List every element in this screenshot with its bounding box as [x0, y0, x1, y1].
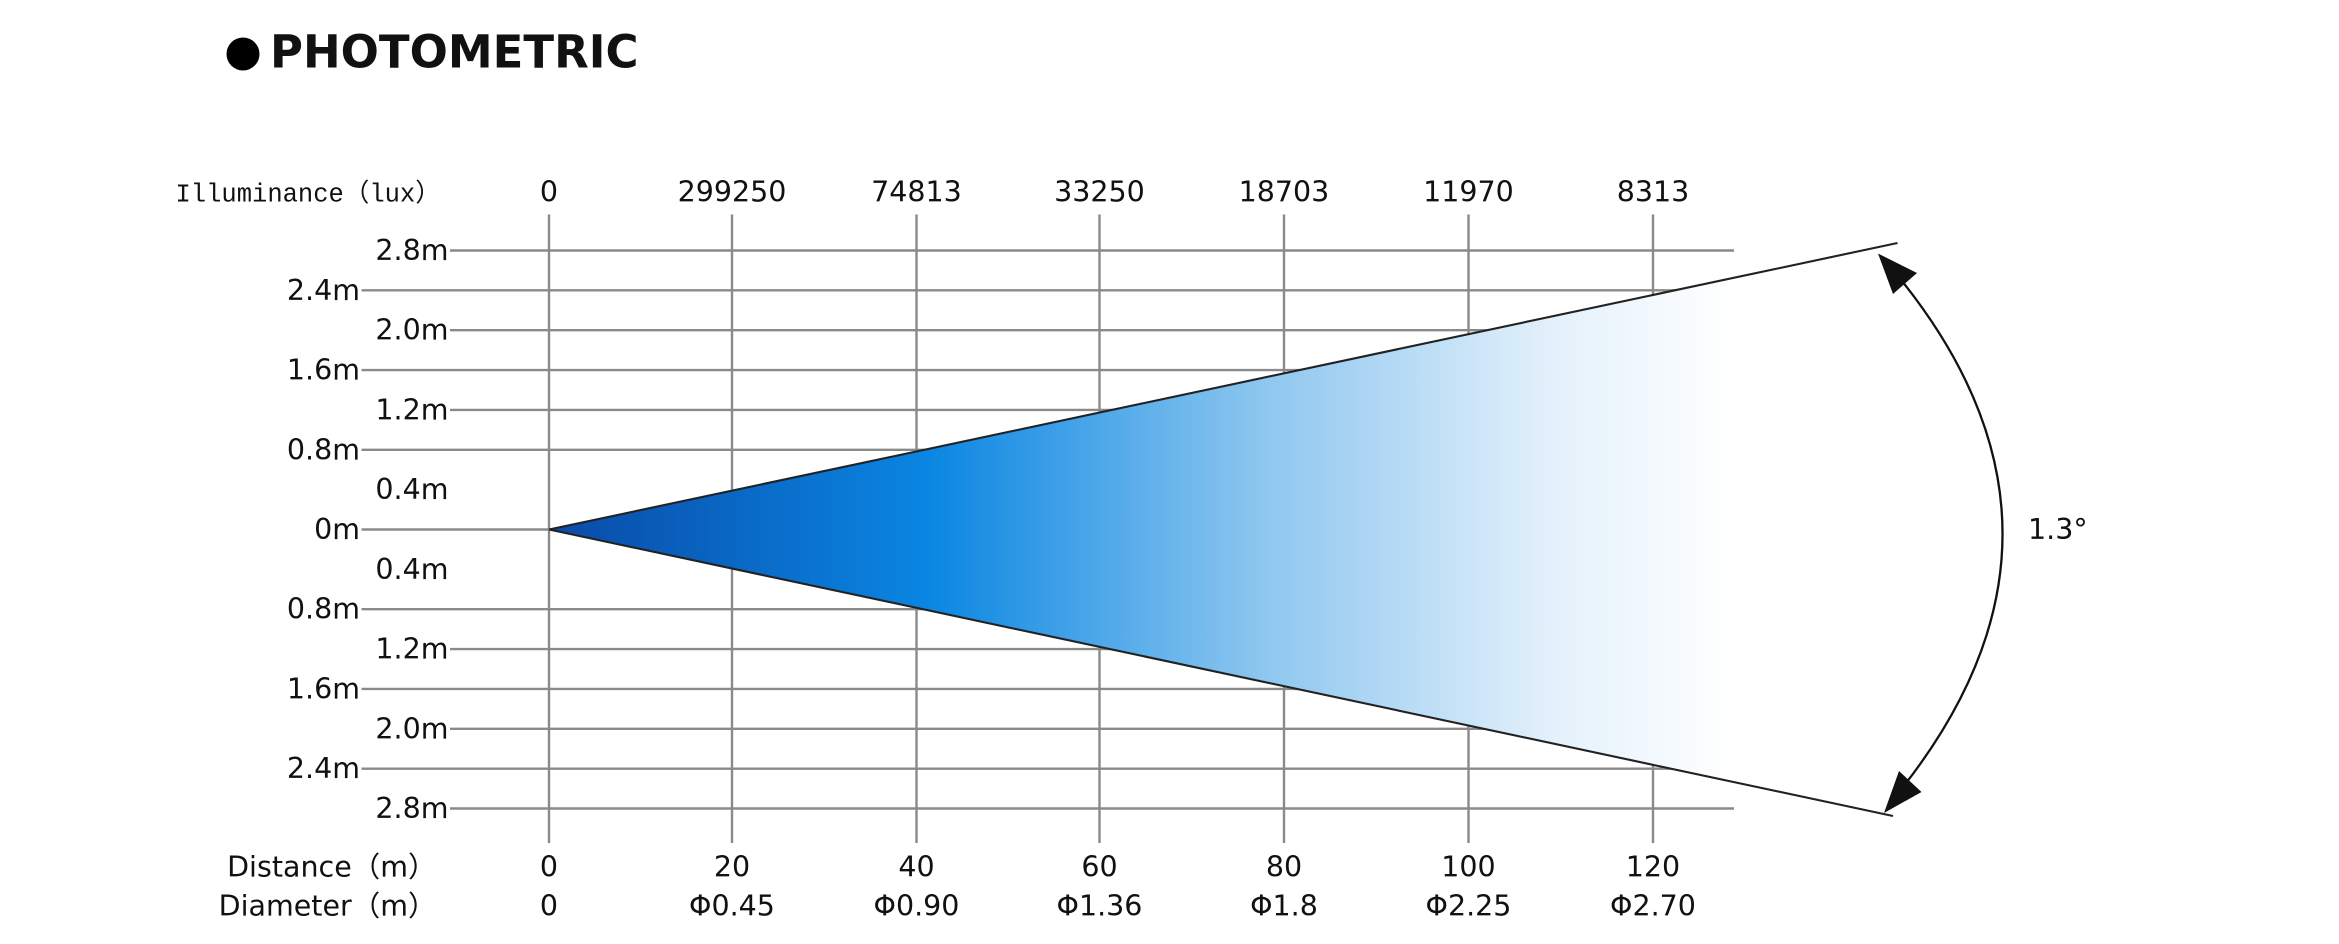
height-label: 2.8m	[375, 234, 448, 267]
distance-value: 100	[1441, 851, 1495, 884]
beam	[549, 277, 1735, 782]
distance-label: Distance（m）	[227, 851, 436, 884]
distance-value: 0	[540, 851, 558, 884]
height-label: 1.2m	[375, 633, 448, 666]
angle-arc	[1892, 269, 2004, 793]
height-label: 2.0m	[375, 712, 448, 745]
beam-angle: 1.3°	[2028, 513, 2088, 546]
diameter-value: Φ1.8	[1250, 890, 1318, 923]
title-bullet	[226, 37, 260, 71]
height-label: 2.0m	[375, 314, 448, 347]
illuminance-value: 18703	[1239, 176, 1330, 209]
illuminance-value: 299250	[678, 176, 787, 209]
illuminance-value: 8313	[1617, 176, 1690, 209]
arrow-head	[1878, 253, 1918, 295]
illuminance-value: 0	[540, 176, 558, 209]
diameter-label: Diameter（m）	[219, 890, 437, 923]
height-label: 0.4m	[375, 473, 448, 506]
height-label: 2.8m	[375, 792, 448, 825]
illuminance-value: 11970	[1423, 176, 1514, 209]
title: PHOTOMETRIC	[270, 26, 638, 79]
distance-value: 120	[1626, 851, 1680, 884]
height-label: 0.8m	[287, 593, 360, 626]
diameter-value: 0	[540, 890, 558, 923]
illuminance-label: Illuminance（lux）	[176, 180, 441, 210]
height-label: 2.4m	[287, 752, 360, 785]
distance-value: 60	[1081, 851, 1117, 884]
height-label: 1.6m	[287, 354, 360, 387]
distance-value: 80	[1266, 851, 1302, 884]
illuminance-value: 74813	[871, 176, 962, 209]
diameter-value: Φ1.36	[1057, 890, 1143, 923]
arrow-head	[1884, 771, 1922, 814]
distance-value: 20	[714, 851, 750, 884]
height-label: 0m	[314, 513, 360, 546]
height-label: 1.2m	[375, 393, 448, 426]
distance-value: 40	[898, 851, 934, 884]
beam-edge	[548, 528, 1894, 818]
height-label: 1.6m	[287, 672, 360, 705]
diameter-value: Φ2.70	[1610, 890, 1696, 923]
diameter-value: Φ2.25	[1426, 890, 1512, 923]
height-label: 0.8m	[287, 433, 360, 466]
diameter-value: Φ0.90	[874, 890, 960, 923]
height-label: 0.4m	[375, 553, 448, 586]
illuminance-value: 33250	[1054, 176, 1145, 209]
height-label: 2.4m	[287, 274, 360, 307]
beam-edge	[548, 241, 1898, 531]
diameter-value: Φ0.45	[689, 890, 775, 923]
